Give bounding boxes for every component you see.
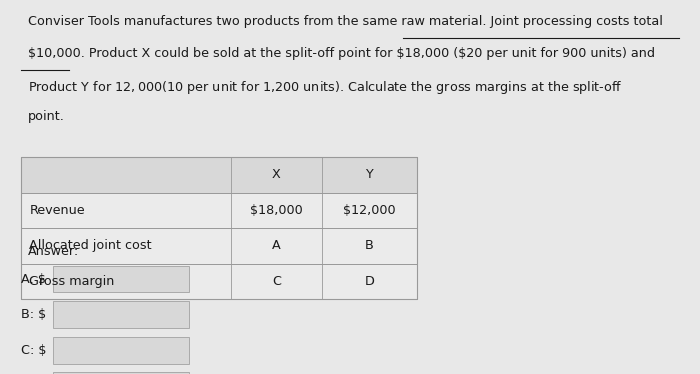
FancyBboxPatch shape: [52, 337, 189, 364]
Text: Allocated joint cost: Allocated joint cost: [29, 239, 152, 252]
Text: Conviser Tools manufactures two products from the same raw material. Joint proce: Conviser Tools manufactures two products…: [28, 15, 663, 28]
Text: Answer:: Answer:: [28, 245, 79, 258]
Text: B: B: [365, 239, 374, 252]
Text: D: D: [364, 275, 374, 288]
Text: $18,000: $18,000: [250, 204, 303, 217]
Text: $12,000: $12,000: [343, 204, 396, 217]
FancyBboxPatch shape: [21, 228, 416, 264]
FancyBboxPatch shape: [21, 193, 416, 228]
Text: B: $: B: $: [21, 308, 46, 321]
Text: Gross margin: Gross margin: [29, 275, 115, 288]
Text: C: C: [272, 275, 281, 288]
FancyBboxPatch shape: [21, 157, 416, 193]
Text: $10,000. Product X could be sold at the split-off point for $18,000 ($20 per uni: $10,000. Product X could be sold at the …: [28, 47, 655, 60]
Text: A: A: [272, 239, 281, 252]
Text: point.: point.: [28, 110, 65, 123]
Text: Product Y for $12,000 ($10 per unit for 1,200 units). Calculate the gross margin: Product Y for $12,000 ($10 per unit for …: [28, 79, 622, 95]
Text: Y: Y: [365, 168, 373, 181]
FancyBboxPatch shape: [52, 266, 189, 292]
FancyBboxPatch shape: [21, 264, 416, 299]
FancyBboxPatch shape: [52, 372, 189, 374]
Text: Revenue: Revenue: [29, 204, 85, 217]
Text: C: $: C: $: [21, 344, 46, 356]
FancyBboxPatch shape: [52, 301, 189, 328]
Text: A: $: A: $: [21, 273, 46, 285]
Text: X: X: [272, 168, 281, 181]
